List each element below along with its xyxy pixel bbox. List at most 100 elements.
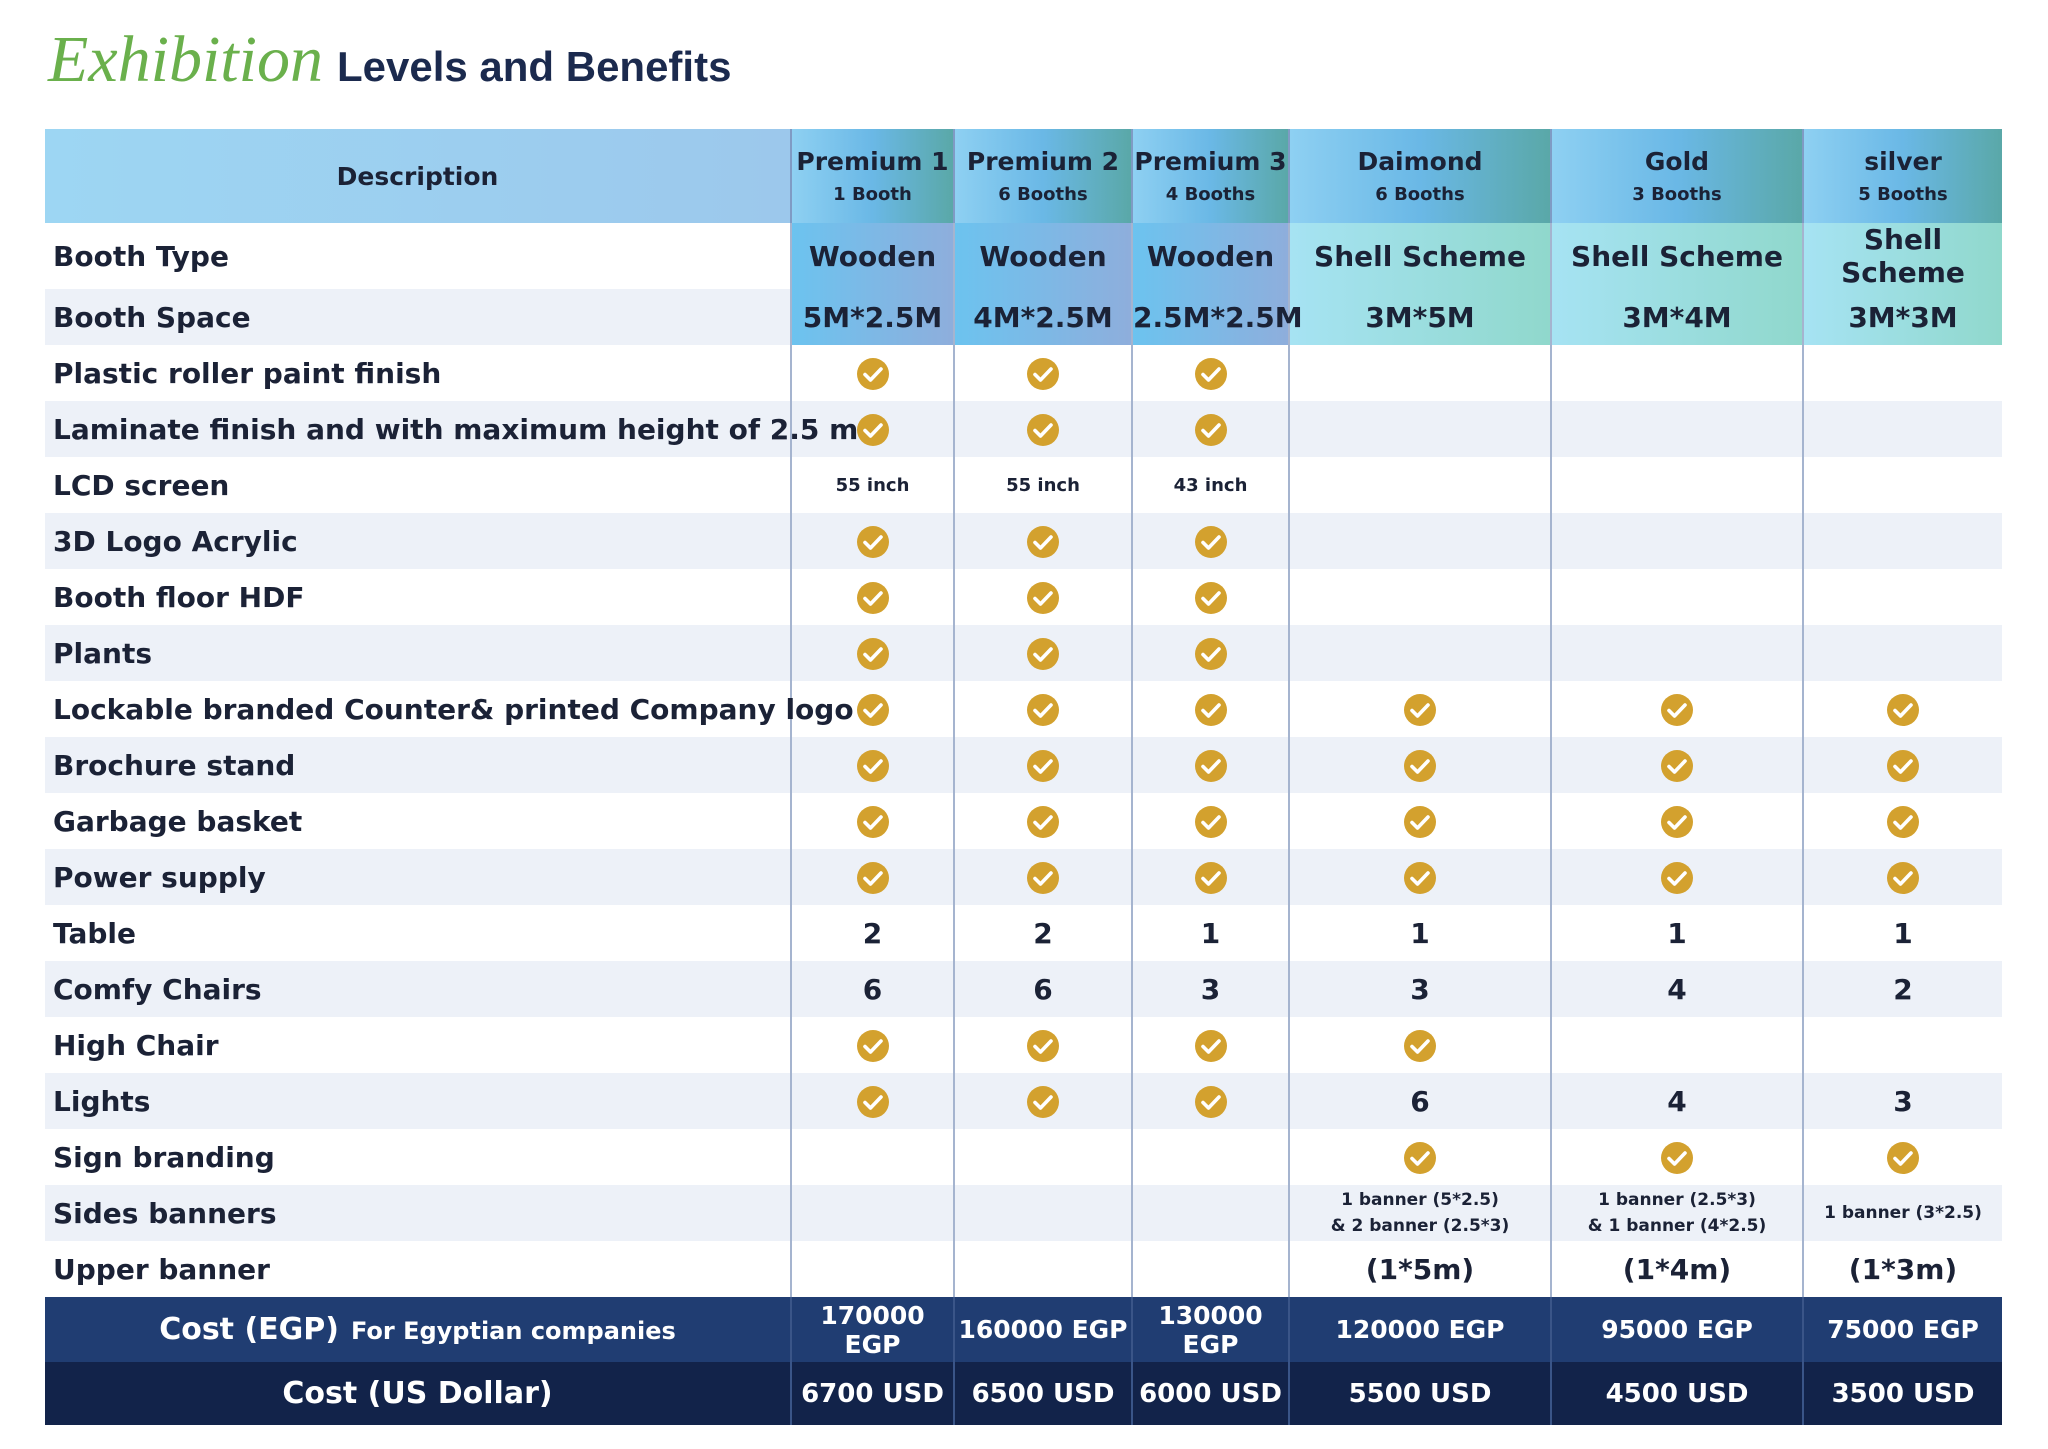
table-row: Upper banner (1*5m) (1*4m) (1*3m) — [45, 1241, 2002, 1297]
check-icon — [1194, 525, 1227, 558]
check-circle — [1661, 693, 1693, 726]
cell — [1131, 1017, 1289, 1073]
check-circle — [1887, 749, 1919, 782]
row-label: Plants — [45, 625, 791, 681]
row-label: Lockable branded Counter& printed Compan… — [45, 681, 854, 737]
check-mark — [1410, 702, 1430, 718]
cell — [790, 401, 954, 457]
check-icon — [856, 861, 889, 894]
check-circle — [1027, 525, 1059, 558]
table-row: Brochure stand — [45, 737, 2002, 793]
table-row: 3D Logo Acrylic — [45, 513, 2002, 569]
cell — [1802, 345, 2002, 401]
check-icon — [1661, 693, 1693, 726]
check-icon — [1404, 1029, 1436, 1062]
cost-cell: 170000 EGP — [790, 1297, 954, 1362]
check-circle — [856, 805, 889, 838]
cell: 1 — [1131, 905, 1289, 961]
check-icon — [1404, 861, 1436, 894]
check-icon — [856, 749, 889, 782]
cell: 55 inch — [953, 457, 1132, 513]
check-mark — [1667, 1150, 1687, 1166]
check-icon — [1027, 581, 1059, 614]
cell — [790, 1073, 954, 1129]
check-mark — [1033, 702, 1053, 718]
description-header: Description — [45, 129, 791, 223]
cell-line: 1 banner (2.5*3) — [1598, 1190, 1756, 1210]
check-circle — [1661, 1141, 1693, 1174]
check-icon — [1027, 413, 1059, 446]
cell — [790, 345, 954, 401]
check-circle — [1194, 525, 1227, 558]
check-circle — [1194, 1085, 1227, 1118]
check-icon — [1404, 805, 1436, 838]
cell: (1*4m) — [1550, 1241, 1803, 1297]
check-circle — [1027, 693, 1059, 726]
check-circle — [1194, 637, 1227, 670]
cell: Wooden — [790, 223, 954, 289]
cell: 43 inch — [1131, 457, 1289, 513]
check-circle — [1661, 861, 1693, 894]
cell: 4 — [1550, 1073, 1803, 1129]
check-circle — [1027, 581, 1059, 614]
cost-cell: 6500 USD — [953, 1362, 1132, 1425]
cell — [1288, 849, 1551, 905]
cost-label-text: Cost (US Dollar) — [282, 1376, 553, 1411]
cell — [1288, 345, 1551, 401]
cell — [1131, 1241, 1289, 1297]
check-mark — [1200, 646, 1221, 662]
check-icon — [1661, 805, 1693, 838]
check-icon — [856, 693, 889, 726]
level-booths: 6 Booths — [1375, 184, 1465, 205]
check-mark — [1667, 870, 1687, 886]
cell — [1550, 569, 1803, 625]
check-mark — [1200, 702, 1221, 718]
cell: 1 — [1288, 905, 1551, 961]
cell — [790, 1017, 954, 1073]
cell — [1131, 681, 1289, 737]
cell: Shell Scheme — [1288, 223, 1551, 289]
check-circle — [1194, 413, 1227, 446]
cost-row: Cost (EGP) For Egyptian companies 170000 E… — [45, 1297, 2002, 1362]
table-row: Lights 6 4 3 — [45, 1073, 2002, 1129]
cell: 2.5M*2.5M — [1131, 289, 1303, 345]
check-mark — [1200, 870, 1221, 886]
check-mark — [862, 1038, 883, 1054]
check-mark — [1410, 1150, 1430, 1166]
table-body: Booth Type Wooden Wooden Wooden Shell Scheme… — [45, 223, 2002, 1425]
cell — [790, 1129, 954, 1185]
cell — [1802, 569, 2002, 625]
check-circle — [1027, 1085, 1059, 1118]
check-circle — [1027, 637, 1059, 670]
check-mark — [862, 758, 883, 774]
cost-label-text: Cost (EGP) — [159, 1312, 339, 1347]
cell: 55 inch — [790, 457, 954, 513]
table-row: Garbage basket — [45, 793, 2002, 849]
check-mark — [1033, 814, 1053, 830]
check-circle — [1194, 357, 1227, 390]
check-icon — [1661, 861, 1693, 894]
table-row: Comfy Chairs 6 6 3 3 4 2 — [45, 961, 2002, 1017]
level-name: Premium 2 — [966, 147, 1120, 176]
row-label: Comfy Chairs — [45, 961, 791, 1017]
cell — [1131, 793, 1289, 849]
check-circle — [1027, 749, 1059, 782]
check-circle — [1194, 693, 1227, 726]
check-icon — [1887, 861, 1919, 894]
cell — [790, 569, 954, 625]
table-row: Booth Type Wooden Wooden Wooden Shell Scheme… — [45, 223, 2002, 289]
row-label: Sign branding — [45, 1129, 791, 1185]
check-icon — [1194, 805, 1227, 838]
check-mark — [1893, 870, 1913, 886]
check-mark — [1667, 702, 1687, 718]
cell — [1131, 1185, 1289, 1241]
cell: 3M*3M — [1802, 289, 2002, 345]
cost-cell: 160000 EGP — [953, 1297, 1132, 1362]
row-label: High Chair — [45, 1017, 791, 1073]
level-header: Premium 1 1 Booth — [790, 129, 954, 223]
check-mark — [1033, 1094, 1053, 1110]
cell — [953, 1129, 1132, 1185]
cell — [953, 345, 1132, 401]
cell — [790, 737, 954, 793]
